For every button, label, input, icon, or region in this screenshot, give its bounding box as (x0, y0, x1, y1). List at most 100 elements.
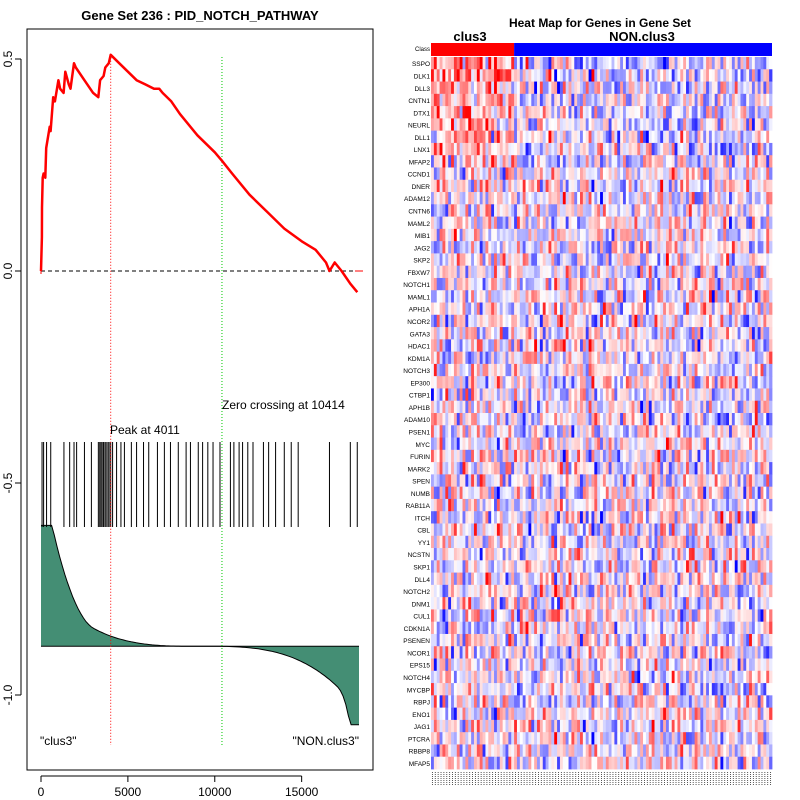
heat-cell (657, 241, 661, 254)
heat-cell (591, 204, 595, 217)
heat-cell (588, 535, 592, 549)
heat-cell (657, 400, 661, 414)
heat-cell (686, 167, 690, 181)
heat-cell (760, 228, 764, 242)
heat-cell (431, 486, 435, 500)
heat-cell (594, 376, 598, 389)
heat-cell (551, 265, 555, 279)
heat-cell (754, 474, 759, 488)
heat-cell (625, 192, 630, 205)
heat-cell (554, 535, 558, 549)
heat-cell (643, 142, 647, 156)
heat-cell (611, 167, 615, 181)
heat-cell (525, 142, 529, 156)
heat-cell (717, 69, 721, 82)
heat-cell (737, 57, 741, 70)
heat-cell (634, 351, 638, 365)
heat-cell (723, 511, 727, 524)
heat-cell (708, 277, 713, 291)
heat-cell (488, 548, 492, 561)
heat-cell (746, 339, 750, 353)
gene-label: RAB11A (406, 503, 431, 510)
heat-cell (694, 93, 698, 107)
heat-cell (740, 425, 744, 438)
heat-cell (557, 130, 561, 144)
heat-cell (611, 363, 615, 377)
heat-cell (625, 57, 630, 70)
heat-cell (456, 277, 461, 291)
heat-cell (485, 339, 489, 353)
heat-cell (568, 81, 572, 95)
heat-cell (585, 81, 590, 95)
heat-cell (508, 106, 512, 119)
heat-cell (766, 57, 770, 70)
heat-cell (496, 57, 501, 70)
heat-cell (657, 523, 661, 537)
heat-cell (539, 155, 544, 168)
heat-cell (691, 155, 696, 168)
heat-cell (548, 462, 552, 475)
heat-cell (677, 216, 681, 230)
gene-label: NUMB (411, 491, 430, 498)
heat-cell (488, 462, 492, 475)
heat-cell (594, 204, 598, 217)
heat-cell (680, 118, 684, 132)
heat-cell (605, 486, 610, 500)
heat-cell (479, 388, 483, 402)
heat-cell (588, 69, 592, 82)
heat-cell (700, 204, 704, 217)
heat-cell (625, 548, 630, 561)
heat-cell (763, 498, 767, 512)
heat-cell (668, 535, 673, 549)
heat-cell (453, 265, 458, 279)
heat-cell (708, 265, 713, 279)
heat-cell (582, 339, 587, 353)
heat-cell (729, 228, 733, 242)
heat-cell (754, 339, 759, 353)
heat-cell (622, 167, 627, 181)
heat-cell (602, 388, 607, 402)
heat-cell (462, 523, 466, 537)
heat-cell (706, 449, 710, 463)
heat-cell (494, 363, 498, 377)
heat-cell (671, 142, 675, 156)
heat-cell (505, 474, 509, 488)
heat-cell (660, 93, 664, 107)
heat-cell (462, 241, 466, 254)
heat-cell (757, 130, 761, 144)
heat-cell (548, 363, 552, 377)
heat-cell (700, 351, 704, 365)
heat-cell (594, 277, 598, 291)
heat-cell (620, 449, 624, 463)
heat-cell (473, 167, 478, 181)
heat-cell (614, 118, 618, 132)
heat-cell (574, 228, 578, 242)
heat-cell (462, 388, 466, 402)
heat-cell (663, 535, 667, 549)
heat-cell (665, 142, 670, 156)
heat-cell (516, 253, 521, 267)
heat-cell (471, 216, 475, 230)
heat-cell (588, 437, 592, 451)
heat-cell (731, 93, 736, 107)
heat-cell (631, 265, 635, 279)
heat-cell (605, 253, 610, 267)
heat-cell (516, 314, 521, 328)
heat-cell (711, 425, 716, 438)
heat-cell (680, 314, 684, 328)
heat-cell (631, 216, 635, 230)
heat-cell (622, 425, 627, 438)
heat-cell (451, 290, 455, 303)
heat-cell (516, 81, 521, 95)
heat-cell (456, 376, 461, 389)
heat-cell (674, 57, 678, 70)
heat-cell (617, 413, 621, 426)
heat-cell (746, 228, 750, 242)
heat-cell (451, 314, 455, 328)
heat-cell (539, 388, 544, 402)
heat-cell (597, 462, 601, 475)
heat-cell (476, 204, 481, 217)
heat-cell (654, 179, 658, 193)
heat-cell (531, 314, 535, 328)
